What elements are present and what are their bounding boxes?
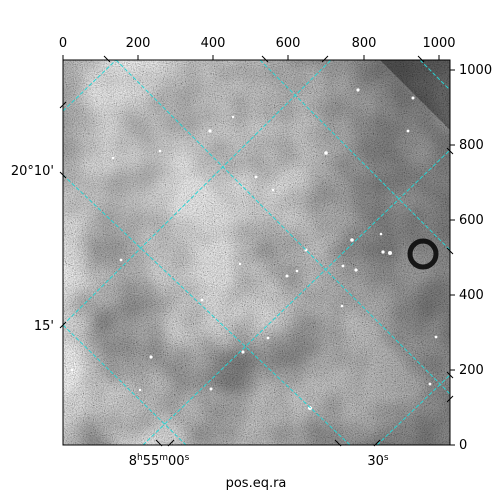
- bottom-tick-label: 30s: [367, 453, 389, 469]
- bottom-tick-label: 8h55m00s: [129, 453, 190, 469]
- top-tick-label: 800: [352, 36, 377, 51]
- coordinate-grid: [63, 60, 450, 445]
- top-tick-label: 400: [201, 36, 226, 51]
- right-tick-labels: 0 200 400 600 800 1000: [459, 63, 492, 453]
- right-tick-label: 800: [459, 138, 484, 153]
- right-tick-label: 200: [459, 363, 484, 378]
- plot-frame: [62, 59, 451, 446]
- top-tick-labels: 0 200 400 600 800 1000: [59, 36, 456, 51]
- top-tick-label: 600: [276, 36, 301, 51]
- top-axis: [62, 55, 440, 60]
- right-tick-label: 400: [459, 288, 484, 303]
- sky-image: [63, 60, 450, 445]
- left-tick-label: 20°10': [11, 164, 54, 179]
- right-axis: [450, 69, 455, 446]
- ring-artifact: [407, 238, 439, 270]
- wcs-ticks: [59, 55, 454, 447]
- left-tick-labels: 20°10' 15': [11, 164, 54, 334]
- x-axis-title: pos.eq.ra: [226, 476, 287, 491]
- top-tick-label: 200: [126, 36, 151, 51]
- top-tick-label: 0: [59, 36, 67, 51]
- top-tick-label: 1000: [422, 36, 455, 51]
- right-tick-label: 600: [459, 213, 484, 228]
- left-tick-label: 15': [34, 319, 54, 334]
- right-tick-label: 1000: [459, 63, 492, 78]
- right-tick-label: 0: [459, 438, 467, 453]
- stars: [70, 88, 438, 410]
